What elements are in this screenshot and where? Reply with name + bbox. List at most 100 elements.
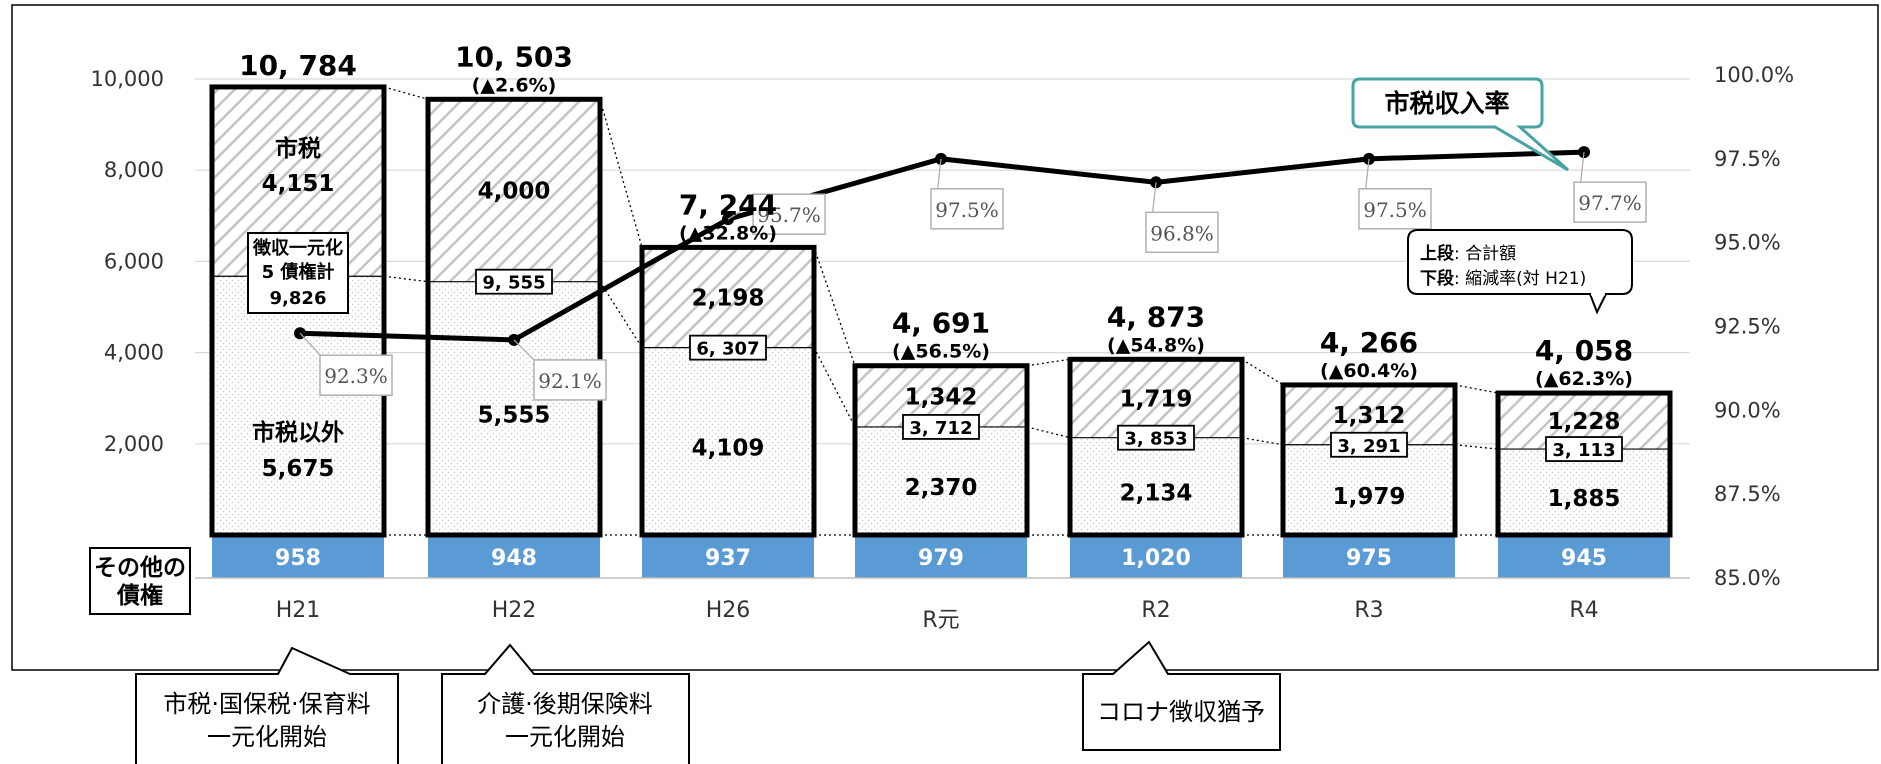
y-tick-label: 10,000 (91, 67, 164, 91)
x-tick-label: R2 (1141, 598, 1170, 623)
rate-label-box (752, 193, 826, 235)
five-total-box (1330, 431, 1408, 458)
bar-igai (642, 347, 814, 535)
connector (1241, 358, 1284, 386)
event-callout-1: 市税·国保税·保育料 一元化開始 (135, 646, 399, 764)
total-label: 10, 503 (455, 40, 573, 73)
shizei-value: 4,151 (262, 171, 335, 197)
connector (599, 99, 643, 248)
total-label: 4, 691 (892, 307, 990, 340)
five-total-box (902, 414, 980, 440)
total-label: 4, 266 (1320, 326, 1418, 359)
y2-tick-label: 85.0% (1714, 566, 1781, 590)
event-callout-3: コロナ徴収猶予 (1082, 640, 1281, 751)
bar-igai (212, 276, 384, 535)
bar-sonota (1283, 535, 1455, 578)
bar-outline (639, 244, 817, 538)
bar-outline (1280, 382, 1458, 538)
change-rate-label: (▲2.6%) (472, 74, 557, 96)
bar-shizei (1070, 359, 1242, 438)
total-label: 4, 873 (1107, 300, 1205, 333)
axes: 2,000 4,000 6,000 8,000 10,000 85.0% 87.5% 90.0… (91, 63, 1795, 633)
change-rate-label: (▲32.8%) (679, 222, 777, 244)
rate-label: 97.5% (935, 198, 999, 222)
bar-outline (425, 96, 603, 538)
rate-label-box (533, 359, 607, 401)
event-1-line2: 一元化開始 (207, 723, 327, 751)
five-total-box (689, 334, 767, 361)
rate-line: 92.3% 92.1% 95.7% 97.5% 96.8% 97.5% 97.7% (294, 146, 1647, 401)
rate-label: 96.8% (1150, 221, 1214, 245)
sonota-value: 945 (1561, 546, 1607, 571)
bar-sonota (1498, 535, 1670, 578)
sonota-value: 948 (491, 546, 537, 571)
total-label: 10, 784 (239, 49, 357, 82)
shizei-value: 1,719 (1120, 386, 1193, 412)
connector (1241, 437, 1284, 446)
five-total-value: 3, 712 (909, 418, 972, 439)
bar-igai (1498, 449, 1670, 535)
bar-igai (1283, 444, 1455, 535)
x-tick-label: R3 (1354, 598, 1383, 623)
shizei-value: 2,198 (692, 286, 765, 312)
shizei-value: 1,228 (1548, 409, 1621, 435)
connector (1454, 444, 1499, 450)
y2-tick-label: 95.0% (1714, 231, 1781, 255)
sonota-value: 1,020 (1121, 546, 1191, 571)
legend-sonota: その他の 債権 (89, 547, 191, 615)
igai-value: 5,555 (478, 402, 551, 428)
five-total-box (1117, 424, 1195, 451)
note-top: 上段: 合計額 (1420, 243, 1516, 264)
y2-tick-label: 87.5% (1714, 482, 1781, 506)
bar-igai (855, 426, 1027, 535)
bar-outline (1067, 356, 1245, 538)
bar-sonota (855, 535, 1027, 578)
sonota-label-1: その他の (94, 555, 186, 581)
rate-label: 97.7% (1578, 191, 1642, 215)
change-rate-label: (▲54.8%) (1107, 334, 1205, 356)
shizei-name: 市税 (275, 135, 321, 162)
five-total-name-1: 徴収一元化 (252, 237, 343, 259)
sonota-value: 958 (275, 546, 321, 571)
event-callout-2: 介護·後期保険料 一元化開始 (441, 643, 690, 764)
bar-outline (852, 363, 1030, 538)
shizei-value: 1,312 (1333, 403, 1406, 429)
y-tick-label: 6,000 (104, 249, 164, 273)
rate-label: 92.1% (538, 369, 602, 393)
shizei-value: 1,342 (905, 384, 978, 410)
change-rate-label: (▲60.4%) (1320, 360, 1418, 382)
y2-tick-label: 100.0% (1714, 63, 1794, 87)
shizei-value: 4,000 (478, 178, 551, 204)
five-total-box (247, 232, 349, 314)
connector (1026, 426, 1071, 439)
igai-name: 市税以外 (252, 419, 344, 446)
igai-value: 1,979 (1333, 484, 1406, 510)
sonota-value: 937 (705, 546, 751, 571)
rate-label: 97.5% (1363, 198, 1427, 222)
event-2-line1: 介護·後期保険料 (477, 690, 653, 718)
event-3-line1: コロナ徴収猶予 (1097, 698, 1265, 726)
y2-tick-label: 92.5% (1714, 315, 1781, 339)
igai-value: 2,134 (1120, 480, 1193, 506)
line-title: 市税収入率 (1384, 89, 1509, 118)
five-total-value: 3, 853 (1124, 429, 1187, 450)
rate-label-box (319, 354, 393, 396)
five-total-value: 3, 291 (1337, 436, 1400, 457)
five-total-value: 3, 113 (1552, 440, 1615, 461)
rate-label: 95.7% (757, 203, 821, 227)
connector (599, 281, 643, 348)
total-label: 7, 244 (679, 188, 777, 221)
sonota-value: 979 (918, 546, 964, 571)
y-tick-label: 2,000 (104, 432, 164, 456)
y-tick-label: 8,000 (104, 158, 164, 182)
event-1-line1: 市税·国保税·保育料 (163, 690, 370, 718)
x-tick-label: R4 (1569, 598, 1598, 623)
bar-shizei (428, 99, 600, 282)
y2-tick-label: 97.5% (1714, 147, 1781, 171)
y-tick-label: 4,000 (104, 341, 164, 365)
change-rate-label: (▲62.3%) (1535, 368, 1633, 390)
rate-label-box (1358, 188, 1432, 230)
connector (1026, 358, 1071, 367)
igai-value: 1,885 (1548, 486, 1621, 512)
connector (1454, 384, 1499, 394)
